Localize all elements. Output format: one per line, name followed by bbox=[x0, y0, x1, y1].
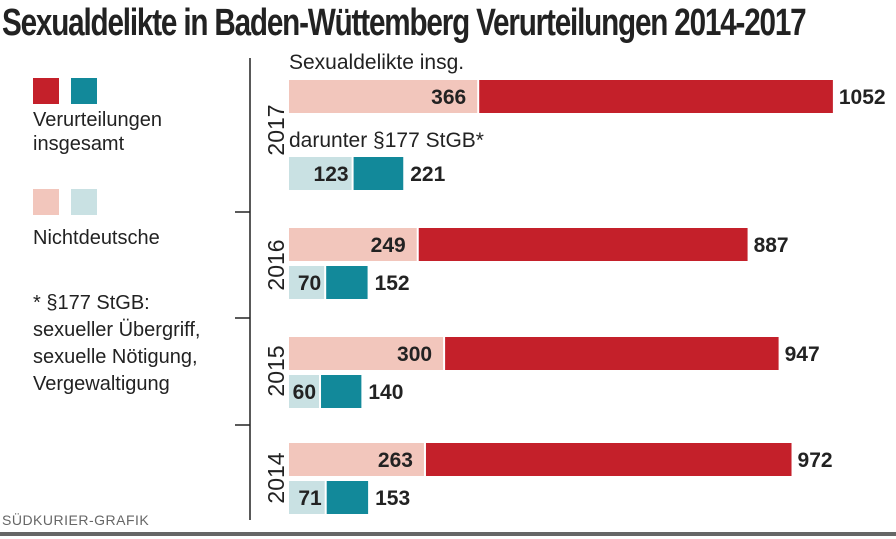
value-label-foreign-sexualdelikte-2015: 300 bbox=[397, 343, 432, 366]
year-label-2017: 2017 bbox=[263, 104, 289, 155]
legend-swatch-foreign-177 bbox=[71, 189, 97, 215]
chart-title: Sexualdelikte in Baden-Wüttemberg Verurt… bbox=[2, 2, 807, 44]
bottom-rule bbox=[0, 532, 896, 536]
footnote: * §177 StGB: sexueller Übergriff, sexuel… bbox=[33, 290, 200, 398]
legend-label-total-line2: insgesamt bbox=[33, 133, 125, 155]
year-label-2016: 2016 bbox=[263, 239, 289, 290]
legend-swatch-total-177 bbox=[71, 78, 97, 104]
footnote-line3: sexuelle Nötigung, bbox=[33, 346, 198, 368]
year-label-2015: 2015 bbox=[263, 345, 289, 396]
value-label-total-177-2014: 153 bbox=[375, 487, 410, 510]
value-label-total-177-2017: 221 bbox=[410, 163, 445, 186]
value-label-foreign-sexualdelikte-2016: 249 bbox=[371, 234, 406, 257]
bar-foreign-sexualdelikte-2015 bbox=[289, 337, 445, 370]
value-label-foreign-177-2015: 60 bbox=[293, 381, 316, 404]
footnote-line1: * §177 StGB: bbox=[33, 292, 150, 314]
section-label-sexualdelikte: Sexualdelikte insg. bbox=[289, 51, 464, 74]
value-label-foreign-sexualdelikte-2017: 366 bbox=[431, 86, 466, 109]
value-label-foreign-177-2014: 71 bbox=[298, 487, 322, 510]
value-label-foreign-sexualdelikte-2014: 263 bbox=[378, 449, 413, 472]
bar-foreign-sexualdelikte-2014 bbox=[289, 443, 425, 476]
value-label-total-sexualdelikte-2014: 972 bbox=[798, 449, 833, 472]
value-label-total-sexualdelikte-2016: 887 bbox=[754, 234, 789, 257]
legend-swatch-total-sexualdelikte bbox=[33, 78, 59, 104]
footnote-line4: Vergewaltigung bbox=[33, 373, 170, 395]
footnote-line2: sexueller Übergriff, bbox=[33, 319, 201, 341]
source-credit: SÜDKURIER-GRAFIK bbox=[2, 512, 150, 528]
bar-foreign-sexualdelikte-2017 bbox=[289, 80, 479, 113]
value-label-total-sexualdelikte-2015: 947 bbox=[785, 343, 820, 366]
bar-foreign-177-2016 bbox=[289, 266, 326, 299]
value-label-total-sexualdelikte-2017: 1052 bbox=[839, 86, 886, 109]
legend-label-total-line1: Verurteilungen bbox=[33, 109, 162, 131]
legend-label-total: Verurteilungen insgesamt bbox=[33, 108, 162, 156]
bar-foreign-sexualdelikte-2016 bbox=[289, 228, 418, 261]
value-label-foreign-177-2016: 70 bbox=[298, 272, 321, 295]
legend-label-foreign: Nichtdeutsche bbox=[33, 227, 160, 249]
bar-foreign-177-2017 bbox=[289, 157, 353, 190]
bar-foreign-177-2015 bbox=[289, 375, 321, 408]
year-label-2014: 2014 bbox=[263, 452, 289, 503]
section-label-177: darunter §177 StGB* bbox=[289, 129, 484, 152]
value-label-total-177-2016: 152 bbox=[375, 272, 410, 295]
value-label-total-177-2015: 140 bbox=[368, 381, 403, 404]
bar-foreign-177-2014 bbox=[289, 481, 326, 514]
legend-swatch-foreign-sexualdelikte bbox=[33, 189, 59, 215]
value-label-foreign-177-2017: 123 bbox=[314, 163, 349, 186]
